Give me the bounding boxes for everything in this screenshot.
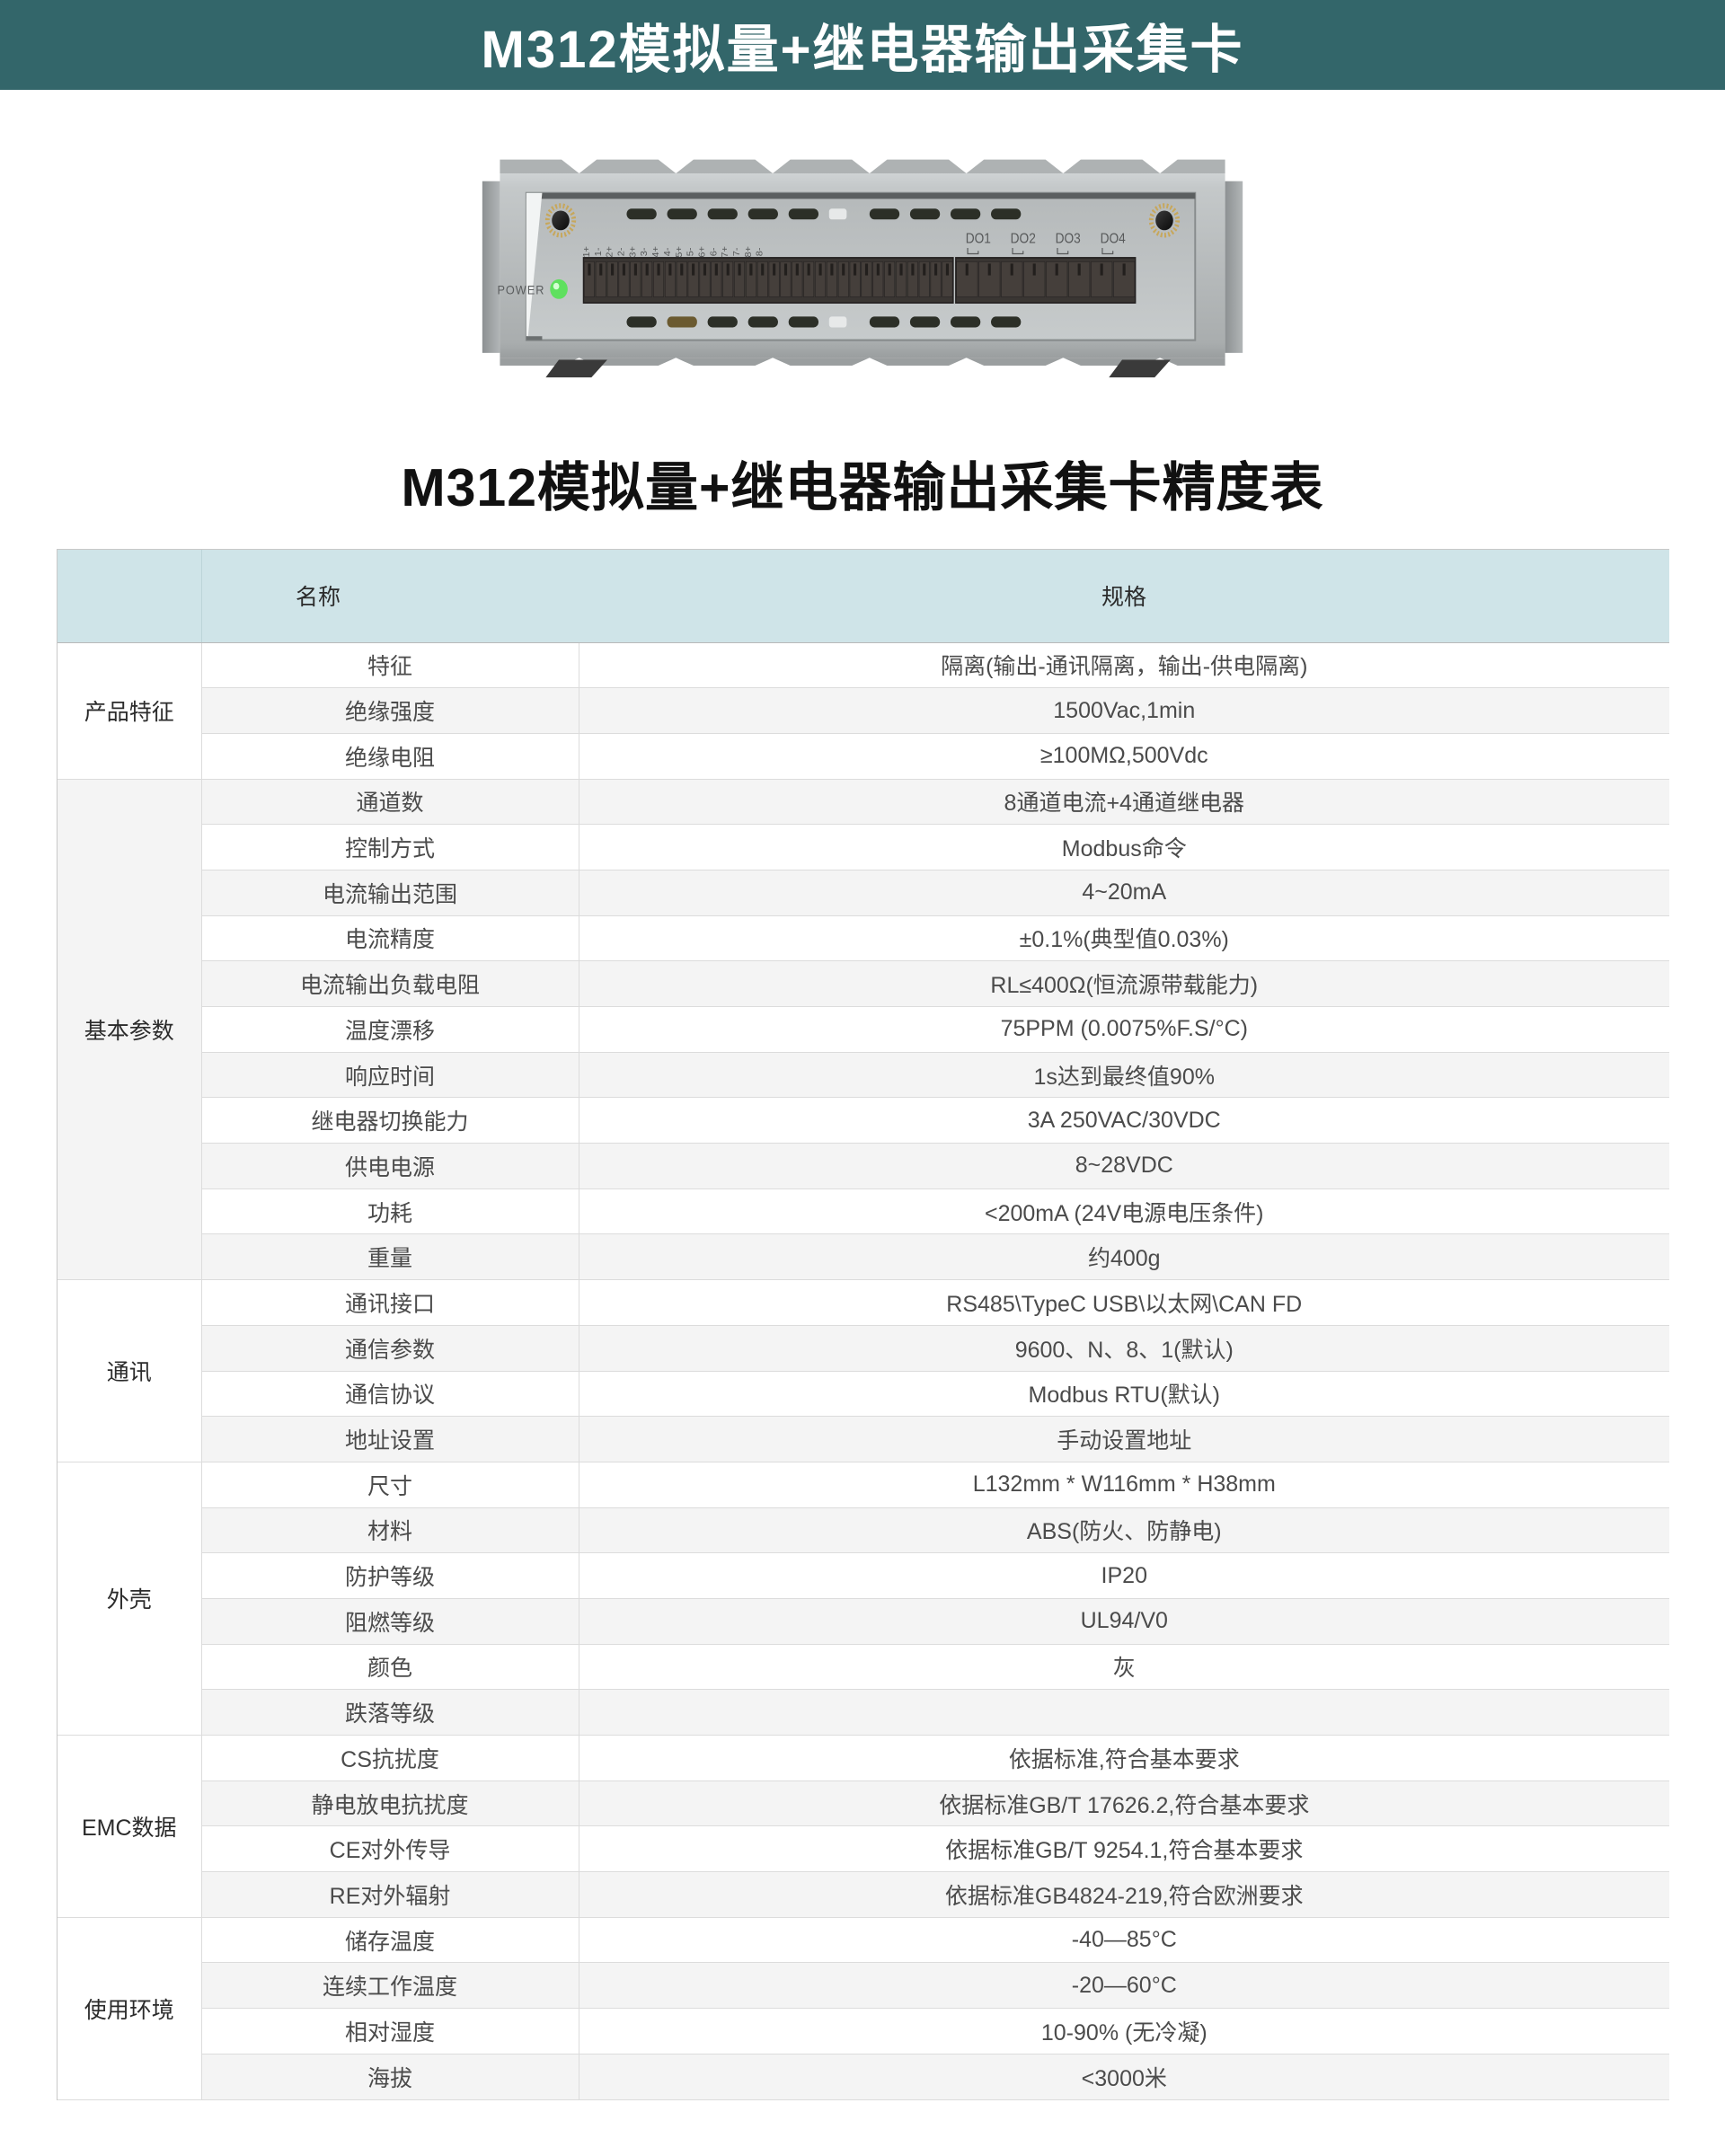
svg-text:1-: 1- xyxy=(594,247,603,256)
svg-text:6-: 6- xyxy=(710,247,719,256)
svg-text:1+: 1+ xyxy=(582,246,591,257)
svg-text:2-: 2- xyxy=(617,247,626,256)
svg-text:DO3: DO3 xyxy=(1056,232,1081,247)
svg-text:7+: 7+ xyxy=(721,246,730,257)
svg-text:5-: 5- xyxy=(686,247,695,256)
svg-text:5+: 5+ xyxy=(675,246,684,257)
svg-text:4+: 4+ xyxy=(651,246,660,257)
svg-text:DO4: DO4 xyxy=(1101,232,1126,247)
svg-text:6+: 6+ xyxy=(698,246,707,257)
svg-text:8-: 8- xyxy=(756,247,765,256)
svg-text:8+: 8+ xyxy=(744,246,753,257)
svg-text:7-: 7- xyxy=(733,247,742,256)
svg-text:2+: 2+ xyxy=(606,246,615,257)
svg-text:3+: 3+ xyxy=(629,246,638,257)
svg-text:POWER: POWER xyxy=(497,283,544,297)
svg-text:3-: 3- xyxy=(641,247,650,256)
svg-text:4-: 4- xyxy=(663,247,672,256)
svg-text:DO2: DO2 xyxy=(1011,232,1036,247)
svg-text:DO1: DO1 xyxy=(966,232,991,247)
